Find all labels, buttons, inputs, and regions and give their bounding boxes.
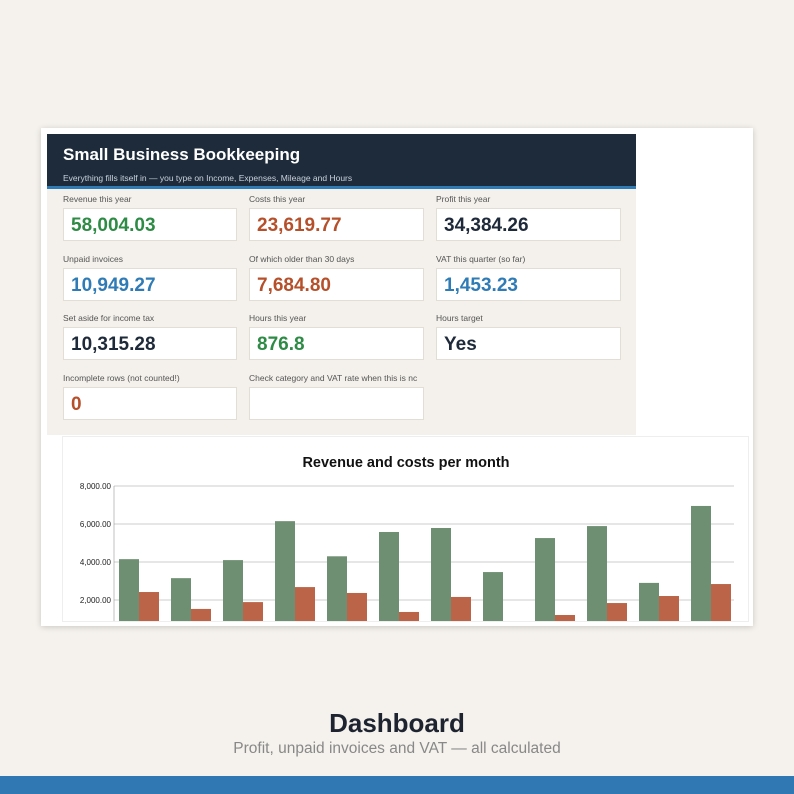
bar: [659, 596, 679, 621]
bar: [483, 572, 503, 621]
bar: [295, 587, 315, 621]
card-label: Incomplete rows (not counted!): [63, 373, 180, 384]
bar: [639, 582, 659, 621]
bar: [587, 526, 607, 621]
card-label: Revenue this year: [63, 194, 132, 204]
bar: [191, 608, 211, 621]
bar: [119, 559, 139, 621]
header-title: Small Business Bookkeeping: [63, 145, 301, 164]
card-value: [249, 387, 424, 421]
card-value: 34,384.26: [436, 208, 621, 241]
bar: [139, 592, 159, 621]
bar: [275, 521, 295, 621]
bar: [431, 527, 451, 621]
card-value: 58,004.03: [63, 208, 237, 241]
card-label: Hours target: [436, 313, 483, 324]
bar: [379, 531, 399, 621]
header: Small Business Bookkeeping Everything fi…: [47, 134, 636, 189]
card-value: 23,619.77: [249, 208, 424, 241]
bar: [451, 596, 471, 621]
card-label: Hours this year: [249, 313, 307, 324]
y-tick-label: 2,000.00: [80, 596, 112, 605]
y-tick-label: 4,000.00: [80, 558, 112, 567]
footer-subtitle: Profit, unpaid invoices and VAT — all ca…: [233, 740, 561, 757]
bar: [243, 602, 263, 621]
header-subtitle: Everything fills itself in — you type on…: [63, 173, 353, 183]
card-label: VAT this quarter (so far): [436, 253, 526, 264]
bar: [347, 592, 367, 621]
bar: [691, 505, 711, 621]
card-value: 7,684.80: [249, 267, 424, 301]
card-label: Check category and VAT rate when this is…: [249, 373, 418, 384]
card-value: Yes: [436, 327, 621, 361]
chart: Revenue and costs per month 2,000.00 4,00…: [62, 436, 749, 622]
bar: [711, 584, 731, 621]
card-label: Of which older than 30 days: [249, 253, 355, 264]
card-value: 1,453.23: [436, 267, 621, 301]
card-value: 876.8: [249, 327, 424, 361]
card-label: Set aside for income tax: [63, 313, 155, 324]
y-tick-label: 6,000.00: [80, 520, 112, 529]
footer-title: Dashboard: [329, 708, 465, 738]
card-value: 0: [63, 387, 237, 421]
bar: [223, 560, 243, 621]
bar: [327, 556, 347, 621]
y-tick-label: 8,000.00: [80, 482, 112, 491]
bar: [171, 578, 191, 621]
card-label: Profit this year: [436, 194, 491, 204]
footer-band: [0, 776, 794, 794]
card-value: 10,315.28: [63, 327, 237, 361]
bar: [535, 538, 555, 621]
bar: [607, 603, 627, 621]
bar: [399, 611, 419, 621]
chart-title: Revenue and costs per month: [302, 455, 509, 471]
card-label: Unpaid invoices: [63, 253, 124, 264]
bar: [555, 615, 575, 621]
card-label: Costs this year: [249, 194, 306, 204]
card-value: 10,949.27: [63, 267, 237, 301]
